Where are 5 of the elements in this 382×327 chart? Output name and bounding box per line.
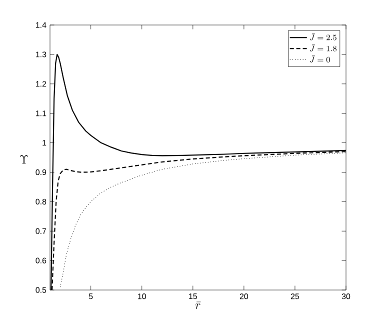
legend-label: $\bar{J} = 2.5$: [310, 33, 336, 40]
legend-label: $\bar{J} = 1.8$: [310, 44, 337, 52]
y-axis-title: $\Upsilon$: [20, 155, 28, 164]
legend-label: $\bar{J} = 0$: [310, 55, 330, 62]
x-axis-title: $\bar{r}$: [196, 302, 201, 309]
